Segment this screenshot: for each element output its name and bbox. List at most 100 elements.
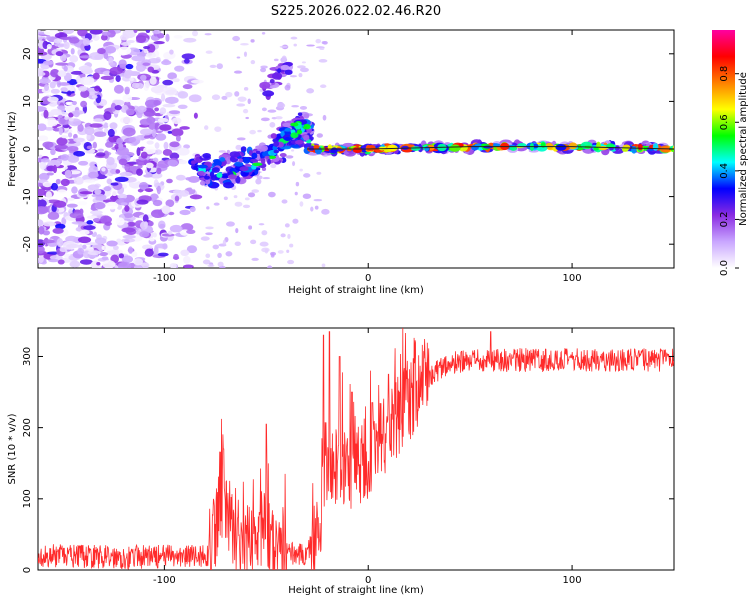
noise-blob xyxy=(175,135,181,142)
noise-blob xyxy=(245,116,249,120)
noise-blob xyxy=(42,221,57,227)
noise-blob xyxy=(106,240,118,247)
noise-blob xyxy=(38,206,49,215)
noise-blob xyxy=(92,141,98,149)
spectral-blob xyxy=(261,167,267,172)
noise-blob xyxy=(69,260,81,268)
noise-blob xyxy=(135,134,148,141)
noise-blob xyxy=(119,63,128,69)
noise-blob xyxy=(60,178,70,187)
noise-blob xyxy=(177,91,189,99)
noise-blob xyxy=(68,255,75,260)
noise-blob xyxy=(103,122,109,129)
noise-blob xyxy=(118,253,125,259)
noise-blob xyxy=(260,117,270,122)
noise-blob xyxy=(65,235,78,243)
noise-blob xyxy=(205,50,213,54)
noise-blob xyxy=(55,51,64,57)
noise-blob xyxy=(145,162,154,169)
noise-blob xyxy=(58,127,63,136)
noise-blob xyxy=(163,141,169,150)
spectral-blob xyxy=(264,155,270,160)
noise-blob xyxy=(136,147,141,157)
spectral-blob xyxy=(249,158,258,163)
spectral-blob xyxy=(229,151,241,158)
noise-blob xyxy=(63,41,70,50)
noise-blob xyxy=(79,55,93,59)
noise-blob xyxy=(73,150,86,157)
noise-blob xyxy=(295,181,300,187)
snr-x-tick-label: 0 xyxy=(365,575,371,586)
noise-blob xyxy=(135,82,144,89)
spectral-blob xyxy=(492,143,501,147)
noise-blob xyxy=(299,201,304,207)
noise-blob xyxy=(306,88,315,94)
noise-blob xyxy=(169,263,177,268)
spectral-blob xyxy=(255,150,261,155)
noise-blob xyxy=(57,259,65,265)
noise-blob xyxy=(200,236,210,241)
spectral-blob xyxy=(219,157,226,162)
noise-blob xyxy=(141,244,153,250)
noise-blob xyxy=(63,65,68,72)
noise-blob xyxy=(192,30,199,37)
noise-blob xyxy=(261,32,266,35)
noise-blob xyxy=(122,94,133,103)
noise-blob xyxy=(216,63,223,70)
noise-blob xyxy=(114,105,122,111)
noise-blob xyxy=(40,158,50,163)
noise-blob xyxy=(113,99,125,106)
noise-blob xyxy=(115,217,125,226)
noise-blob xyxy=(122,234,136,239)
noise-blob xyxy=(169,224,183,233)
spectral-blob xyxy=(271,72,283,80)
noise-blob xyxy=(313,198,323,202)
spectral-blob xyxy=(211,167,220,173)
noise-blob xyxy=(167,72,178,80)
noise-blob xyxy=(46,172,54,176)
spectral-blob xyxy=(261,145,268,152)
noise-blob xyxy=(243,86,249,91)
noise-blob xyxy=(236,103,246,107)
noise-blob xyxy=(236,56,241,59)
noise-blob xyxy=(82,244,87,250)
spectral-blob xyxy=(199,180,206,186)
noise-blob xyxy=(137,188,144,193)
noise-blob xyxy=(299,67,309,73)
noise-blob xyxy=(115,169,121,174)
noise-blob xyxy=(183,144,191,149)
noise-blob xyxy=(139,128,153,136)
noise-blob xyxy=(66,146,79,152)
noise-blob xyxy=(217,261,224,267)
noise-blob xyxy=(247,192,256,198)
colorbar-tick-label: 0.2 xyxy=(719,211,730,227)
noise-blob xyxy=(71,186,78,194)
noise-blob xyxy=(182,84,193,90)
spectral-blob xyxy=(652,143,659,151)
noise-blob xyxy=(126,39,135,44)
noise-blob xyxy=(146,140,154,145)
noise-blob xyxy=(94,131,107,138)
noise-blob xyxy=(150,86,164,94)
noise-blob xyxy=(99,251,108,257)
noise-blob xyxy=(103,51,109,60)
noise-blob xyxy=(301,61,306,64)
snr-x-tick-label: 100 xyxy=(563,575,582,586)
noise-blob xyxy=(103,111,112,121)
noise-blob xyxy=(43,30,52,36)
noise-blob xyxy=(70,48,75,55)
noise-blob xyxy=(257,129,262,133)
noise-blob xyxy=(103,150,110,159)
noise-blob xyxy=(94,202,106,210)
spectral-blob xyxy=(197,164,208,169)
noise-blob xyxy=(78,160,89,166)
noise-blob xyxy=(56,238,64,248)
noise-blob xyxy=(79,229,90,235)
noise-blob xyxy=(66,90,72,96)
noise-blob xyxy=(144,188,154,193)
spectral-blob xyxy=(295,139,304,145)
snr-panel: -100 0 100 0 100 200 300 Height of straight l… xyxy=(7,327,675,596)
noise-blob xyxy=(133,30,138,34)
noise-blob xyxy=(244,197,250,201)
noise-blob xyxy=(299,168,303,172)
